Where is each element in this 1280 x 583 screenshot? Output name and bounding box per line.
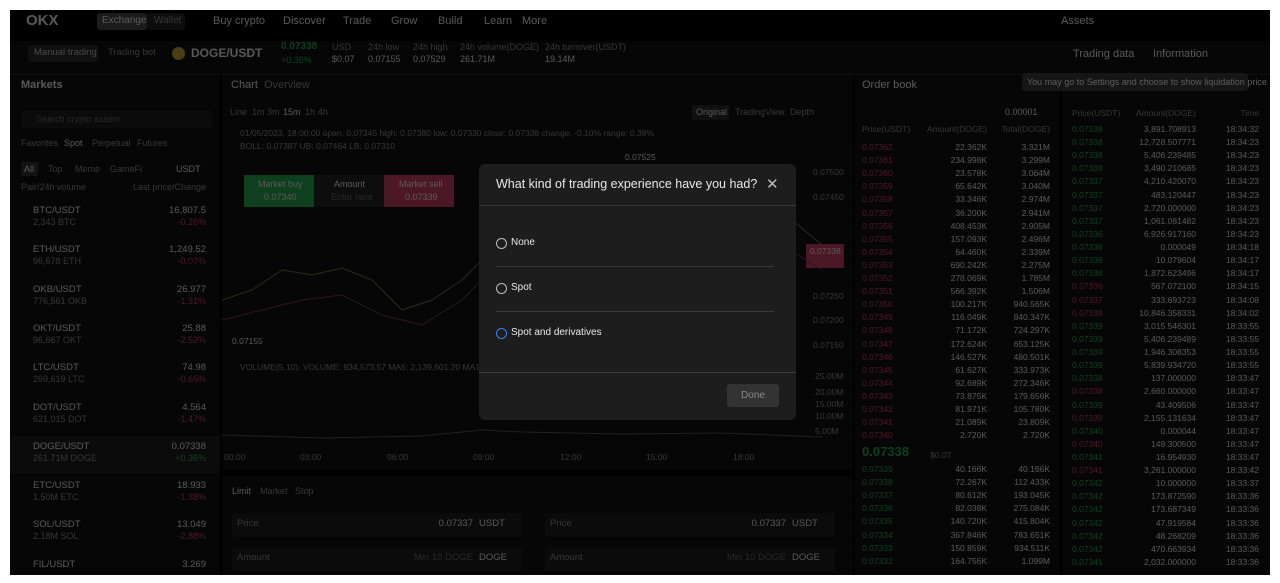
dialog-title: What kind of trading experience have you… bbox=[496, 177, 758, 191]
radio[interactable] bbox=[496, 328, 507, 339]
radio[interactable] bbox=[496, 238, 507, 249]
done-button[interactable]: Done bbox=[727, 384, 779, 407]
option[interactable]: Spot and derivatives bbox=[511, 327, 602, 338]
close-button[interactable]: ✕ bbox=[766, 176, 779, 193]
option[interactable]: None bbox=[511, 237, 535, 248]
radio[interactable] bbox=[496, 283, 507, 294]
experience-dialog: What kind of trading experience have you… bbox=[479, 164, 796, 420]
option[interactable]: Spot bbox=[511, 282, 532, 293]
